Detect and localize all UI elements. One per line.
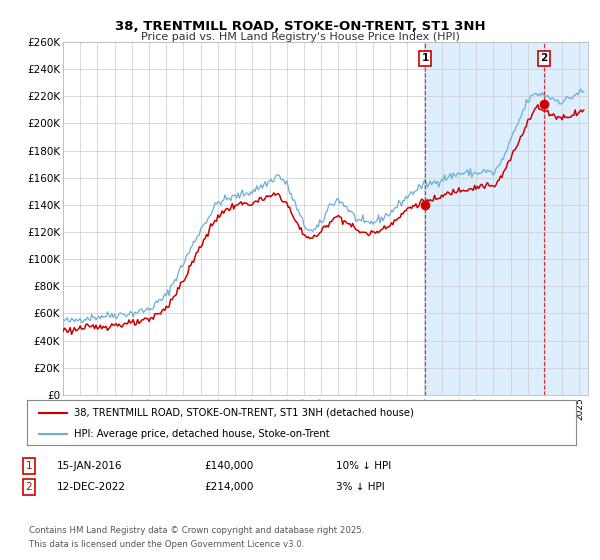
Bar bbox=[425, 42, 544, 395]
Bar bbox=[544, 42, 588, 395]
Text: 12-DEC-2022: 12-DEC-2022 bbox=[57, 482, 126, 492]
Text: Contains HM Land Registry data © Crown copyright and database right 2025.
This d: Contains HM Land Registry data © Crown c… bbox=[29, 526, 364, 549]
Text: £214,000: £214,000 bbox=[204, 482, 253, 492]
Text: 1: 1 bbox=[422, 53, 429, 63]
Text: 1: 1 bbox=[25, 461, 32, 471]
Text: 15-JAN-2016: 15-JAN-2016 bbox=[57, 461, 122, 471]
Text: 2: 2 bbox=[25, 482, 32, 492]
Text: 3% ↓ HPI: 3% ↓ HPI bbox=[336, 482, 385, 492]
Text: 38, TRENTMILL ROAD, STOKE-ON-TRENT, ST1 3NH (detached house): 38, TRENTMILL ROAD, STOKE-ON-TRENT, ST1 … bbox=[74, 408, 413, 418]
Text: Price paid vs. HM Land Registry's House Price Index (HPI): Price paid vs. HM Land Registry's House … bbox=[140, 32, 460, 43]
Text: 2: 2 bbox=[541, 53, 548, 63]
Text: HPI: Average price, detached house, Stoke-on-Trent: HPI: Average price, detached house, Stok… bbox=[74, 428, 329, 438]
Text: 38, TRENTMILL ROAD, STOKE-ON-TRENT, ST1 3NH: 38, TRENTMILL ROAD, STOKE-ON-TRENT, ST1 … bbox=[115, 20, 485, 32]
Text: 10% ↓ HPI: 10% ↓ HPI bbox=[336, 461, 391, 471]
Text: £140,000: £140,000 bbox=[204, 461, 253, 471]
